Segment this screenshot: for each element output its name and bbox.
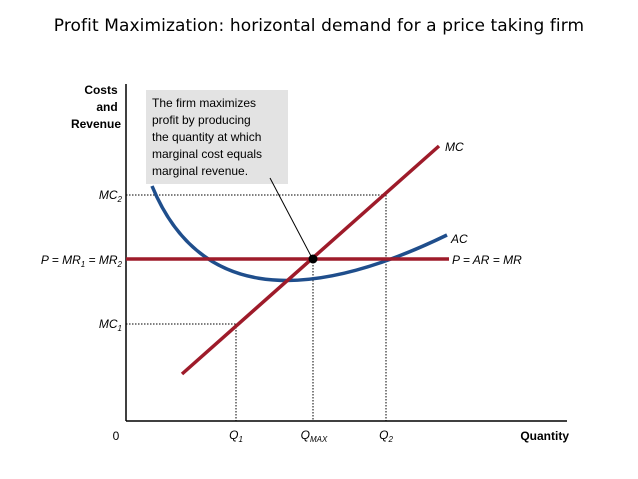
callout-line-1: The firm maximizes	[152, 96, 256, 110]
ac-curve-label: AC	[450, 232, 468, 246]
y-tick-mc2: MC2	[99, 188, 123, 204]
guide-lines	[126, 194, 387, 421]
callout-line-3: the quantity at which	[152, 130, 261, 144]
origin-label: 0	[113, 429, 120, 443]
x-tick-q2: Q2	[379, 428, 393, 444]
callout-line-2: profit by producing	[152, 113, 251, 127]
x-tick-qmax: QMAX	[301, 428, 328, 444]
callout-line-4: marginal cost equals	[152, 147, 262, 161]
x-axis-label: Quantity	[520, 429, 569, 443]
y-axis-label: Costs and Revenue	[71, 83, 121, 131]
demand-line-label: P = AR = MR	[452, 253, 522, 267]
callout-box	[146, 90, 288, 184]
equilibrium-point	[308, 254, 318, 264]
callout-line-5: marginal revenue.	[152, 164, 248, 178]
slide-title: Profit Maximization: horizontal demand f…	[53, 16, 585, 36]
y-tick-mr: P = MR1 = MR2	[41, 253, 123, 269]
y-tick-mc1: MC1	[99, 317, 122, 333]
callout-text: The firm maximizes profit by producing t…	[152, 96, 265, 178]
callout-pointer	[269, 177, 312, 257]
mc-curve-label: MC	[445, 140, 464, 154]
x-tick-q1: Q1	[229, 428, 243, 444]
